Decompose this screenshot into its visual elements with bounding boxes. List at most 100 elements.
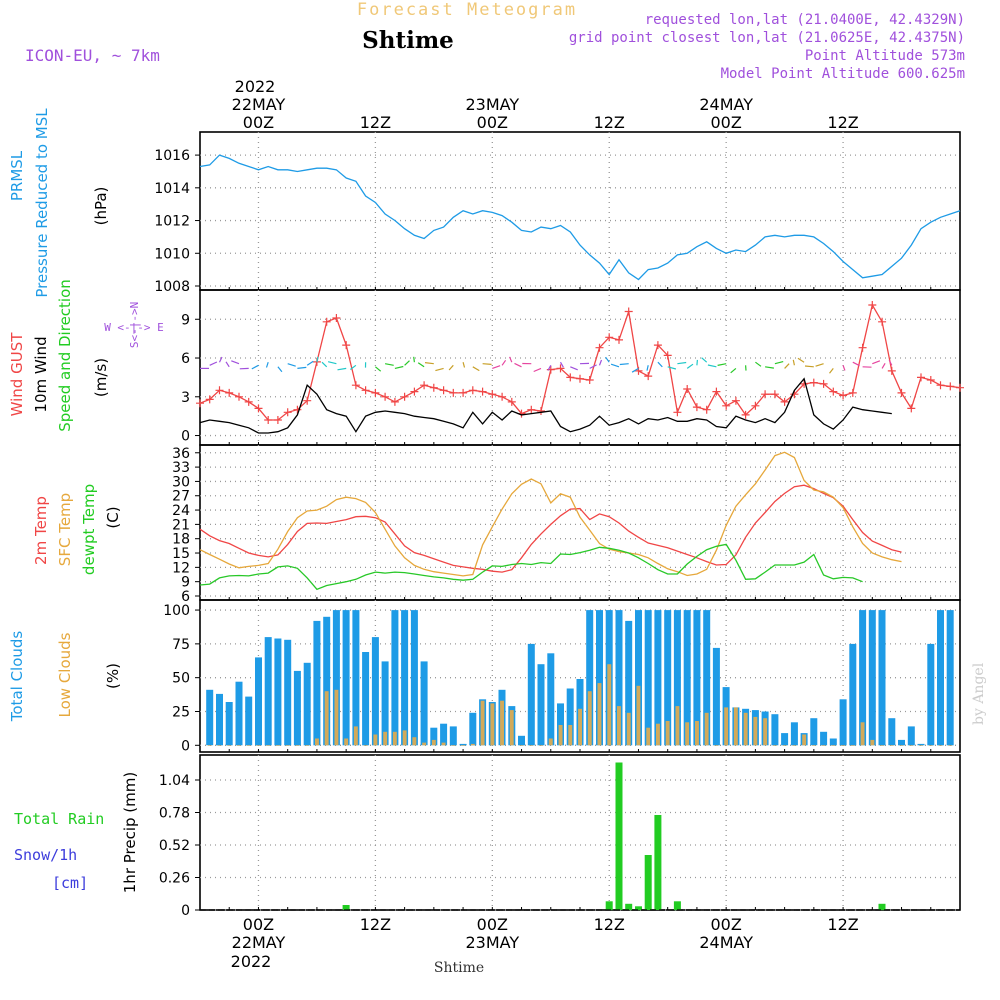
wind-direction-arrow <box>598 359 603 366</box>
total-cloud-bar <box>683 610 691 746</box>
ylabel-sfc-temp: SFC Temp <box>56 493 74 566</box>
wind-direction-arrow <box>547 365 552 371</box>
rain-bar <box>605 901 613 911</box>
gust-point <box>400 392 409 401</box>
total-cloud-bar <box>664 610 672 746</box>
bottom-hour-label: 12Z <box>360 915 391 934</box>
bottom-time-axis: 00Z 12Z 00Z 12Z 00Z 12Z 22MAY 23MAY 24MAY <box>232 915 859 952</box>
gust-point <box>283 408 292 417</box>
low-cloud-bar <box>714 745 719 746</box>
total-cloud-bar <box>849 643 857 746</box>
total-cloud-bar <box>596 610 603 746</box>
y-tick-label: 6 <box>181 351 190 367</box>
rain-bar <box>644 855 652 910</box>
wind-direction-arrow <box>815 363 824 367</box>
y-tick-label: 0 <box>181 738 190 754</box>
gust-point <box>673 408 682 417</box>
ylabel-total-clouds: Total Clouds <box>8 631 26 723</box>
total-cloud-bar <box>381 661 389 746</box>
ylabel-speed-direction: Speed and Direction <box>56 279 74 432</box>
total-cloud-bar <box>927 643 935 746</box>
y-tick-label: 6 <box>181 589 190 605</box>
total-cloud-bar <box>839 699 847 746</box>
top-hour-label: 00Z <box>710 113 741 132</box>
rain-bar <box>635 906 642 911</box>
low-cloud-bar <box>461 745 465 746</box>
total-cloud-bar <box>245 696 253 746</box>
ylabel-prmsl: PRMSL <box>8 150 26 201</box>
top-hour-label: 12Z <box>360 113 391 132</box>
total-cloud-bar <box>332 610 340 746</box>
low-cloud-bar <box>607 664 612 746</box>
gust-point <box>303 396 312 405</box>
total-cloud-bar <box>527 643 535 746</box>
low-cloud-bar <box>529 745 534 746</box>
gust-point <box>293 405 302 414</box>
y-tick-label: 0 <box>181 429 190 445</box>
wind-direction-arrow <box>297 366 307 369</box>
rain-bar <box>654 815 662 910</box>
low-cloud-bar <box>811 745 816 746</box>
y-tick-label: 100 <box>163 603 190 619</box>
wind-direction-arrow <box>394 365 404 369</box>
gust-point <box>878 317 887 326</box>
low-cloud-bar <box>344 738 349 746</box>
wind-direction-arrow <box>225 361 230 368</box>
gust-point <box>848 388 857 397</box>
wind-direction-arrow <box>784 363 790 369</box>
total-cloud-bar <box>264 637 272 746</box>
wind-direction-arrow <box>631 367 639 373</box>
low-cloud-bar <box>899 745 904 746</box>
gust-point <box>819 379 828 388</box>
requested-coords: requested lon,lat (21.0400E, 42.4329N) <box>645 12 965 28</box>
gust-point <box>731 396 740 405</box>
y-tick-label: 1008 <box>154 279 190 295</box>
gust-point <box>439 386 448 395</box>
gust-point <box>235 392 243 401</box>
gust-point <box>595 343 604 352</box>
wind-direction-arrow <box>701 357 708 363</box>
gust-point <box>829 387 838 396</box>
gust-point <box>507 397 516 406</box>
total-cloud-bar <box>313 620 321 746</box>
gust-point <box>390 397 399 406</box>
low-cloud-bar <box>909 745 914 746</box>
low-cloud-bar <box>305 745 310 746</box>
y-tick-label: 0.52 <box>159 838 190 854</box>
panel-clouds: 0 25 50 75 100 Total Clouds Low Clouds (%) <box>8 599 961 754</box>
low-cloud-bar <box>928 745 933 746</box>
total-cloud-bar <box>293 670 301 746</box>
total-cloud-bar <box>859 610 867 746</box>
direction-legend-vertical: S<-|->N <box>128 302 141 348</box>
rain-bar <box>625 903 633 911</box>
ylabel-unit: (C) <box>104 506 122 528</box>
total-cloud-bar <box>401 610 409 746</box>
total-cloud-bar <box>878 610 886 746</box>
low-cloud-bar <box>548 738 553 746</box>
gust-point <box>907 404 916 413</box>
y-tick-label: 24 <box>172 503 190 519</box>
total-cloud-bar <box>712 647 720 746</box>
total-cloud-bar <box>888 718 896 746</box>
wind-direction-arrow <box>717 363 727 366</box>
wind-direction-arrow <box>852 361 860 367</box>
total-cloud-bar <box>566 688 574 746</box>
ylabel-unit: (%) <box>104 663 122 689</box>
wind-direction-arrow <box>462 362 466 368</box>
low-cloud-bar <box>733 707 738 746</box>
low-cloud-bar <box>509 710 514 746</box>
gust-point <box>722 401 731 410</box>
series-line-prmsl <box>199 154 961 281</box>
y-tick-label: 1.04 <box>159 773 190 789</box>
gust-point <box>225 388 234 397</box>
ylabel-dewpt-temp: dewpt Temp <box>80 484 98 575</box>
bottom-hour-label: 00Z <box>477 915 508 934</box>
gust-point <box>692 403 701 412</box>
wind-direction-arrow <box>375 366 382 372</box>
low-cloud-bar <box>490 703 495 746</box>
total-cloud-bar <box>352 610 360 746</box>
top-hour-label: 12Z <box>827 113 858 132</box>
gust-point <box>751 401 760 410</box>
gust-point <box>478 387 487 396</box>
series-line-dew <box>199 543 863 591</box>
